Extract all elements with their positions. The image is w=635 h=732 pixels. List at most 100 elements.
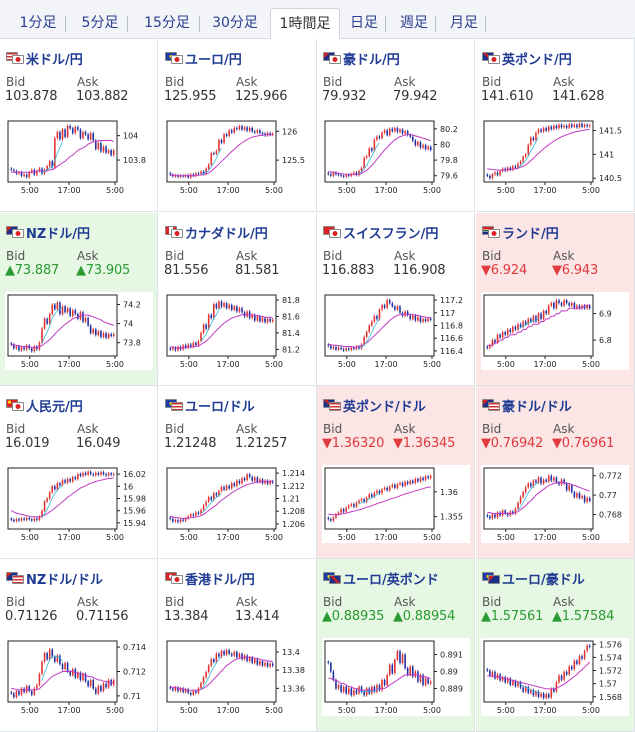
candle-body (509, 329, 512, 333)
candle-body (330, 519, 332, 521)
pair-title-link[interactable]: ユーロ/ドル (165, 396, 255, 415)
pair-title-link[interactable]: NZドル/円 (6, 223, 90, 242)
candle-body (102, 472, 105, 475)
currency-flag-icon (6, 226, 25, 238)
tab-3[interactable]: 30分足 (206, 8, 264, 39)
x-tick-label: 17:00 (534, 360, 557, 369)
candle-body (489, 345, 491, 349)
pair-title-link[interactable]: ユーロ/英ポンド (323, 569, 439, 588)
mini-chart[interactable]: 1.576 1.574 1.572 1.57 1.568 5:00 17:00 5:00 (481, 638, 629, 716)
candle-body (87, 471, 89, 475)
moving-average-line (170, 134, 273, 177)
candle-body (527, 318, 530, 325)
pair-title-link[interactable]: カナダドル/円 (165, 223, 268, 242)
pair-title-link[interactable]: 香港ドル/円 (165, 569, 255, 588)
x-tick-label: 5:00 (21, 706, 39, 715)
candle-body (23, 347, 25, 350)
short-average-line (517, 481, 539, 511)
candle-body (386, 130, 388, 136)
price-chart-svg: 104 103.8 5:00 17:00 5:00 (7, 120, 146, 195)
pair-title-link[interactable]: 英ポンド/ドル (323, 396, 426, 415)
mini-chart[interactable]: 13.4 13.38 13.36 5:00 17:00 5:00 (164, 638, 312, 716)
candle-body (532, 137, 535, 141)
mini-chart[interactable]: 74.2 74 73.8 5:00 17:00 5:00 (5, 292, 153, 370)
x-tick-label: 17:00 (375, 706, 398, 715)
ask-label: Ask (77, 595, 99, 609)
candle-body (376, 685, 378, 692)
pair-title-link[interactable]: 米ドル/円 (6, 49, 83, 68)
mini-chart[interactable]: 117.2 117 116.8 116.6 116.4 5:00 17:00 5:00 (322, 292, 470, 370)
candle-body (251, 314, 254, 319)
tab-4[interactable]: 1時間足 (270, 8, 340, 40)
candle-body (396, 651, 399, 660)
candle-body (82, 673, 84, 681)
pair-title-link[interactable]: ユーロ/円 (165, 49, 242, 68)
currency-flag-icon (6, 52, 25, 64)
candle-body (365, 497, 368, 502)
mini-chart[interactable]: 104 103.8 5:00 17:00 5:00 (5, 118, 153, 196)
mini-chart[interactable]: 126 125.5 5:00 17:00 5:00 (164, 118, 312, 196)
price-chart-svg: 74.2 74 73.8 5:00 17:00 5:00 (7, 294, 141, 369)
candle-body (64, 129, 66, 137)
candle-body (547, 694, 550, 698)
candle-body (424, 319, 427, 322)
candle-body (411, 480, 414, 483)
pair-title-link[interactable]: スイスフラン/円 (323, 223, 438, 242)
pair-title-link[interactable]: 人民元/円 (6, 396, 83, 415)
y-tick-label: 0.714 (123, 643, 146, 652)
mini-chart[interactable]: 16.02 16 15.98 15.96 15.94 5:00 17:00 5:00 (5, 465, 153, 543)
mini-chart[interactable]: 0.891 0.89 0.889 5:00 17:00 5:00 (322, 638, 470, 716)
bid-value: 79.932 (322, 89, 367, 104)
mini-chart[interactable]: 81.8 81.6 81.4 81.2 5:00 17:00 5:00 (164, 292, 312, 370)
candle-body (373, 139, 376, 151)
pair-title-link[interactable]: 豪ドル/円 (323, 49, 400, 68)
tab-7[interactable]: 月足 (442, 8, 486, 39)
candle-body (25, 686, 28, 693)
mini-chart[interactable]: 0.714 0.712 0.71 5:00 17:00 5:00 (5, 638, 153, 716)
pair-title-link[interactable]: NZドル/ドル (6, 569, 103, 588)
ask-value: 141.628 (552, 89, 605, 104)
mini-chart[interactable]: 0.772 0.77 0.768 5:00 17:00 5:00 (481, 465, 629, 543)
pair-title-link[interactable]: ランド/円 (482, 223, 559, 242)
candle-body (69, 125, 71, 129)
y-tick-label: 141 (599, 150, 614, 159)
pair-title-link[interactable]: 豪ドル/ドル (482, 396, 572, 415)
candle-body (54, 486, 56, 490)
mini-chart[interactable]: 1.214 1.212 1.21 1.208 1.206 5:00 17:00 5:00 (164, 465, 312, 543)
candle-body (353, 347, 355, 350)
tab-0[interactable]: 1分足 (10, 8, 66, 39)
tab-5[interactable]: 日足 (342, 8, 386, 39)
candle-body (215, 653, 218, 662)
x-tick-label: 17:00 (58, 186, 81, 195)
candle-body (177, 520, 179, 523)
candle-body (30, 691, 33, 695)
price-chart-svg: 80.2 80 79.8 79.6 5:00 17:00 5:00 (324, 120, 458, 195)
candle-body (391, 128, 394, 132)
candle-body (347, 348, 350, 350)
candle-body (327, 661, 330, 664)
candle-body (568, 302, 571, 306)
pair-title-link[interactable]: 英ポンド/円 (482, 49, 572, 68)
candle-body (522, 687, 524, 692)
tab-6[interactable]: 週足 (392, 8, 436, 39)
mini-chart[interactable]: 141.5 141 140.5 5:00 17:00 5:00 (481, 118, 629, 196)
ask-label: Ask (553, 595, 575, 609)
candle-body (588, 645, 591, 647)
mini-chart[interactable]: 1.36 1.355 5:00 17:00 5:00 (322, 465, 470, 543)
candle-body (230, 130, 233, 133)
mini-chart[interactable]: 6.9 6.8 5:00 17:00 5:00 (481, 292, 629, 370)
candle-body (20, 688, 23, 695)
rate-card: ランド/円 Bid Ask ▼6.924 ▼6.943 6.9 6.8 5:00 17:00 5:… (476, 213, 635, 386)
pair-name: 米ドル/円 (26, 52, 83, 68)
short-average-line (358, 688, 380, 692)
candle-body (540, 129, 542, 132)
candle-body (243, 478, 246, 481)
candle-body (59, 483, 61, 486)
candle-body (202, 677, 205, 683)
mini-chart[interactable]: 80.2 80 79.8 79.6 5:00 17:00 5:00 (322, 118, 470, 196)
candle-body (269, 318, 271, 322)
tab-2[interactable]: 15分足 (134, 8, 200, 39)
tab-1[interactable]: 5分足 (72, 8, 128, 39)
price-chart-svg: 1.36 1.355 5:00 17:00 5:00 (324, 467, 463, 542)
pair-title-link[interactable]: ユーロ/豪ドル (482, 569, 585, 588)
